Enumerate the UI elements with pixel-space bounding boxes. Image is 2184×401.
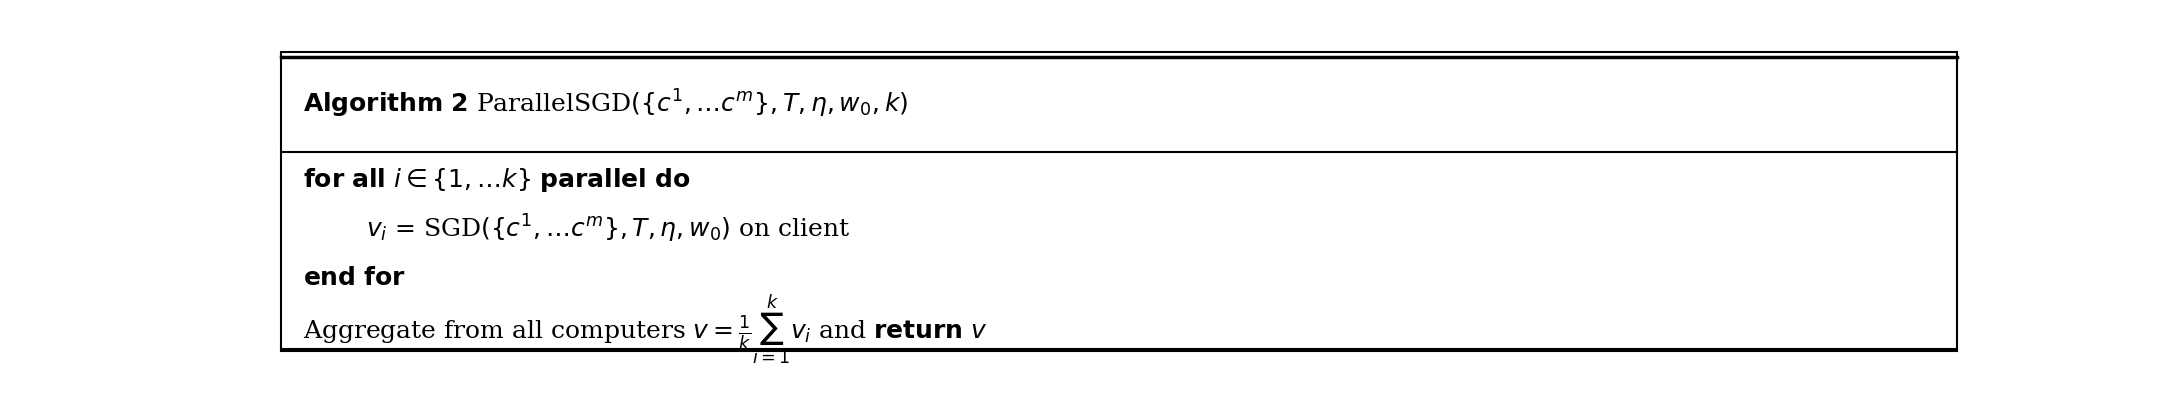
- Text: $v_i$ = SGD$(\{c^1,\ldots c^m\},T,\eta,w_0)$ on client: $v_i$ = SGD$(\{c^1,\ldots c^m\},T,\eta,w…: [367, 213, 850, 245]
- Text: $\mathbf{for\ all}$ $i \in \{1,\ldots k\}$ $\mathbf{parallel\ do}$: $\mathbf{for\ all}$ $i \in \{1,\ldots k\…: [304, 165, 690, 193]
- Text: $\mathbf{end\ for}$: $\mathbf{end\ for}$: [304, 267, 406, 290]
- FancyBboxPatch shape: [282, 53, 1957, 351]
- Text: $\mathbf{Algorithm\ 2}$ ParallelSGD$(\{c^1,\ldots c^m\},T,\eta,w_0,k)$: $\mathbf{Algorithm\ 2}$ ParallelSGD$(\{c…: [304, 88, 909, 120]
- Text: Aggregate from all computers $v = \frac{1}{k}\sum_{i=1}^{k} v_i$ and $\mathbf{re: Aggregate from all computers $v = \frac{…: [304, 292, 987, 366]
